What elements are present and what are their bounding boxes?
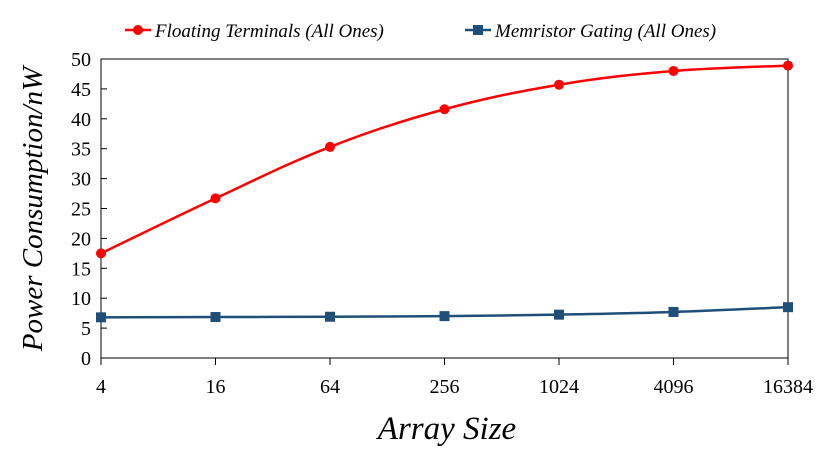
- y-tick-label: 0: [81, 348, 91, 370]
- y-tick-label: 40: [71, 109, 91, 131]
- y-tick-label: 35: [71, 139, 91, 161]
- y-tick-label: 20: [71, 228, 91, 250]
- series-1: [96, 60, 793, 259]
- x-tick-label: 256: [430, 376, 460, 398]
- legend-marker: [133, 25, 143, 35]
- x-tick-label: 64: [320, 376, 340, 398]
- x-axis-title: Array Size: [376, 411, 516, 447]
- data-point: [439, 311, 450, 322]
- series-line: [100, 64, 789, 255]
- y-tick-label: 30: [71, 169, 91, 191]
- y-tick-label: 25: [71, 199, 91, 221]
- y-tick-label: 50: [71, 49, 91, 71]
- series-2: [96, 302, 793, 323]
- data-point: [96, 248, 106, 259]
- series-group: [96, 60, 793, 323]
- data-point: [325, 311, 335, 322]
- x-tick-label: 1024: [539, 376, 579, 398]
- data-point: [210, 193, 221, 204]
- legend-label: Floating Terminals (All Ones): [154, 21, 384, 42]
- x-tick-label: 4096: [654, 376, 694, 398]
- data-point: [783, 302, 793, 313]
- y-tick-label: 5: [81, 318, 91, 340]
- y-axis-ticks: 0 5 10 15 20 25 30 35 40 45 50: [71, 49, 107, 370]
- data-point: [554, 79, 564, 90]
- y-tick-label: 10: [71, 288, 91, 310]
- legend-item-2: Memristor Gating (All Ones): [465, 21, 716, 42]
- x-tick-label: 4: [96, 376, 106, 398]
- data-point: [96, 312, 106, 323]
- legend-marker: [473, 25, 483, 35]
- y-tick-label: 45: [71, 79, 91, 101]
- x-tick-label: 16384: [763, 376, 813, 398]
- data-point: [439, 104, 450, 115]
- data-point: [210, 312, 221, 323]
- data-point: [554, 309, 564, 320]
- x-tick-label: 16: [206, 376, 226, 398]
- data-point: [668, 306, 679, 317]
- data-point: [783, 60, 793, 71]
- legend-item-1: Floating Terminals (All Ones): [125, 21, 384, 42]
- data-point: [325, 141, 335, 152]
- legend: Floating Terminals (All Ones) Memristor G…: [125, 21, 716, 42]
- data-point: [668, 65, 679, 76]
- x-axis-ticks: 4 16 64 256 1024 4096 16384: [96, 358, 813, 398]
- y-axis-title: Power Consumption/nW: [17, 64, 49, 352]
- legend-label: Memristor Gating (All Ones): [494, 21, 716, 42]
- y-tick-label: 15: [71, 258, 91, 280]
